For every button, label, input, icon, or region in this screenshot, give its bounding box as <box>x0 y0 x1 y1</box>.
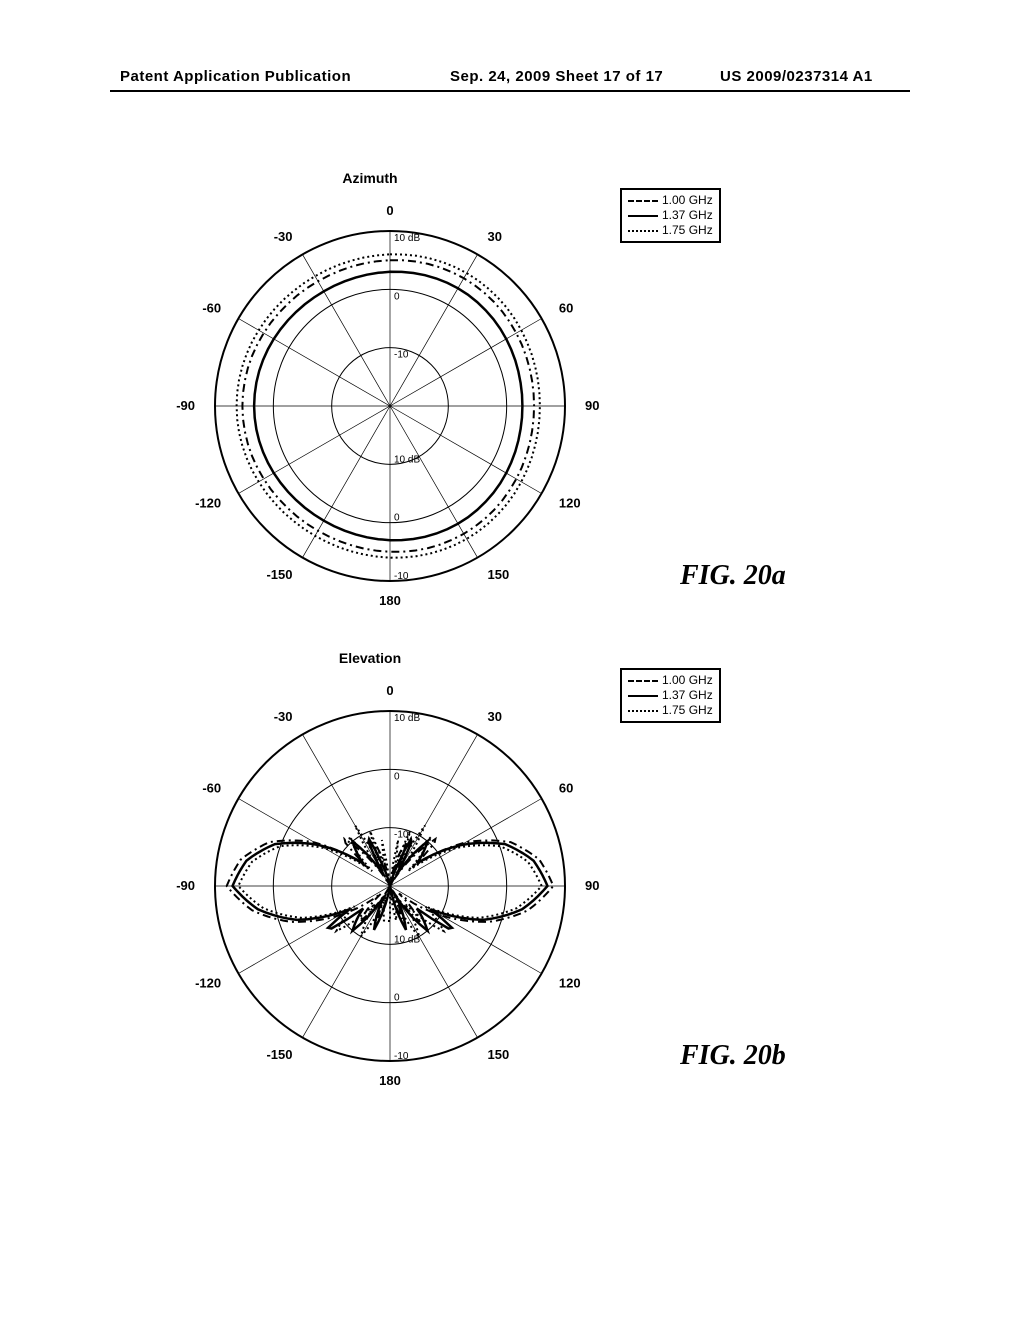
svg-text:10 dB: 10 dB <box>394 713 420 724</box>
legend-label: 1.00 GHz <box>662 673 713 688</box>
header-left: Patent Application Publication <box>120 68 351 85</box>
header-center: Sep. 24, 2009 Sheet 17 of 17 <box>450 68 663 85</box>
svg-text:-30: -30 <box>274 709 293 724</box>
header-rule <box>110 90 910 92</box>
azimuth-title: Azimuth <box>170 170 570 186</box>
svg-text:-150: -150 <box>266 1047 292 1062</box>
legend-swatch-icon <box>628 710 658 712</box>
legend-item: 1.75 GHz <box>628 223 713 238</box>
legend-swatch-icon <box>628 200 658 202</box>
svg-text:60: 60 <box>559 301 573 316</box>
svg-text:-150: -150 <box>266 567 292 582</box>
svg-text:0: 0 <box>394 993 400 1004</box>
svg-text:60: 60 <box>559 781 573 796</box>
svg-text:-90: -90 <box>176 878 195 893</box>
svg-text:0: 0 <box>394 771 400 782</box>
legend-label: 1.37 GHz <box>662 208 713 223</box>
svg-text:10 dB: 10 dB <box>394 454 420 465</box>
azimuth-chart-block: Azimuth 0 30 60 90 120 150 180 -150 -120 -90 -60 -3… <box>170 170 610 631</box>
legend-label: 1.37 GHz <box>662 688 713 703</box>
legend-label: 1.75 GHz <box>662 223 713 238</box>
azimuth-legend: 1.00 GHz1.37 GHz1.75 GHz <box>620 188 721 243</box>
svg-text:150: 150 <box>488 1047 510 1062</box>
svg-text:-10: -10 <box>394 830 409 841</box>
legend-item: 1.00 GHz <box>628 193 713 208</box>
svg-text:-120: -120 <box>195 496 221 511</box>
svg-text:150: 150 <box>488 567 510 582</box>
svg-text:120: 120 <box>559 496 581 511</box>
svg-text:0: 0 <box>394 513 400 524</box>
legend-swatch-icon <box>628 680 658 682</box>
svg-text:0: 0 <box>386 683 393 698</box>
svg-text:10 dB: 10 dB <box>394 934 420 945</box>
svg-text:0: 0 <box>386 203 393 218</box>
svg-text:120: 120 <box>559 976 581 991</box>
svg-text:90: 90 <box>585 398 599 413</box>
elevation-title: Elevation <box>170 650 570 666</box>
svg-text:-10: -10 <box>394 1051 409 1062</box>
svg-text:-10: -10 <box>394 350 409 361</box>
svg-text:180: 180 <box>379 593 401 608</box>
svg-text:-120: -120 <box>195 976 221 991</box>
elevation-chart-block: Elevation 0 30 60 90 120 150 180 -150 -120 -90 -60… <box>170 650 610 1111</box>
svg-text:-60: -60 <box>202 301 221 316</box>
legend-item: 1.37 GHz <box>628 208 713 223</box>
legend-swatch-icon <box>628 215 658 217</box>
legend-item: 1.75 GHz <box>628 703 713 718</box>
legend-swatch-icon <box>628 230 658 232</box>
azimuth-polar-plot: 0 30 60 90 120 150 180 -150 -120 -90 -60 -30 10 dB 0 -… <box>170 186 610 626</box>
header-right: US 2009/0237314 A1 <box>720 68 873 85</box>
svg-text:30: 30 <box>488 709 502 724</box>
legend-label: 1.75 GHz <box>662 703 713 718</box>
svg-text:180: 180 <box>379 1073 401 1088</box>
svg-text:-90: -90 <box>176 398 195 413</box>
legend-item: 1.37 GHz <box>628 688 713 703</box>
elevation-figure-label: FIG. 20b <box>680 1040 786 1072</box>
legend-item: 1.00 GHz <box>628 673 713 688</box>
elevation-legend: 1.00 GHz1.37 GHz1.75 GHz <box>620 668 721 723</box>
svg-text:10 dB: 10 dB <box>394 233 420 244</box>
svg-text:-30: -30 <box>274 229 293 244</box>
svg-text:0: 0 <box>394 291 400 302</box>
elevation-polar-plot: 0 30 60 90 120 150 180 -150 -120 -90 -60 -30 10 dB 0 -… <box>170 666 610 1106</box>
svg-text:30: 30 <box>488 229 502 244</box>
azimuth-figure-label: FIG. 20a <box>680 560 786 592</box>
svg-text:-10: -10 <box>394 571 409 582</box>
legend-label: 1.00 GHz <box>662 193 713 208</box>
svg-text:90: 90 <box>585 878 599 893</box>
svg-text:-60: -60 <box>202 781 221 796</box>
legend-swatch-icon <box>628 695 658 697</box>
